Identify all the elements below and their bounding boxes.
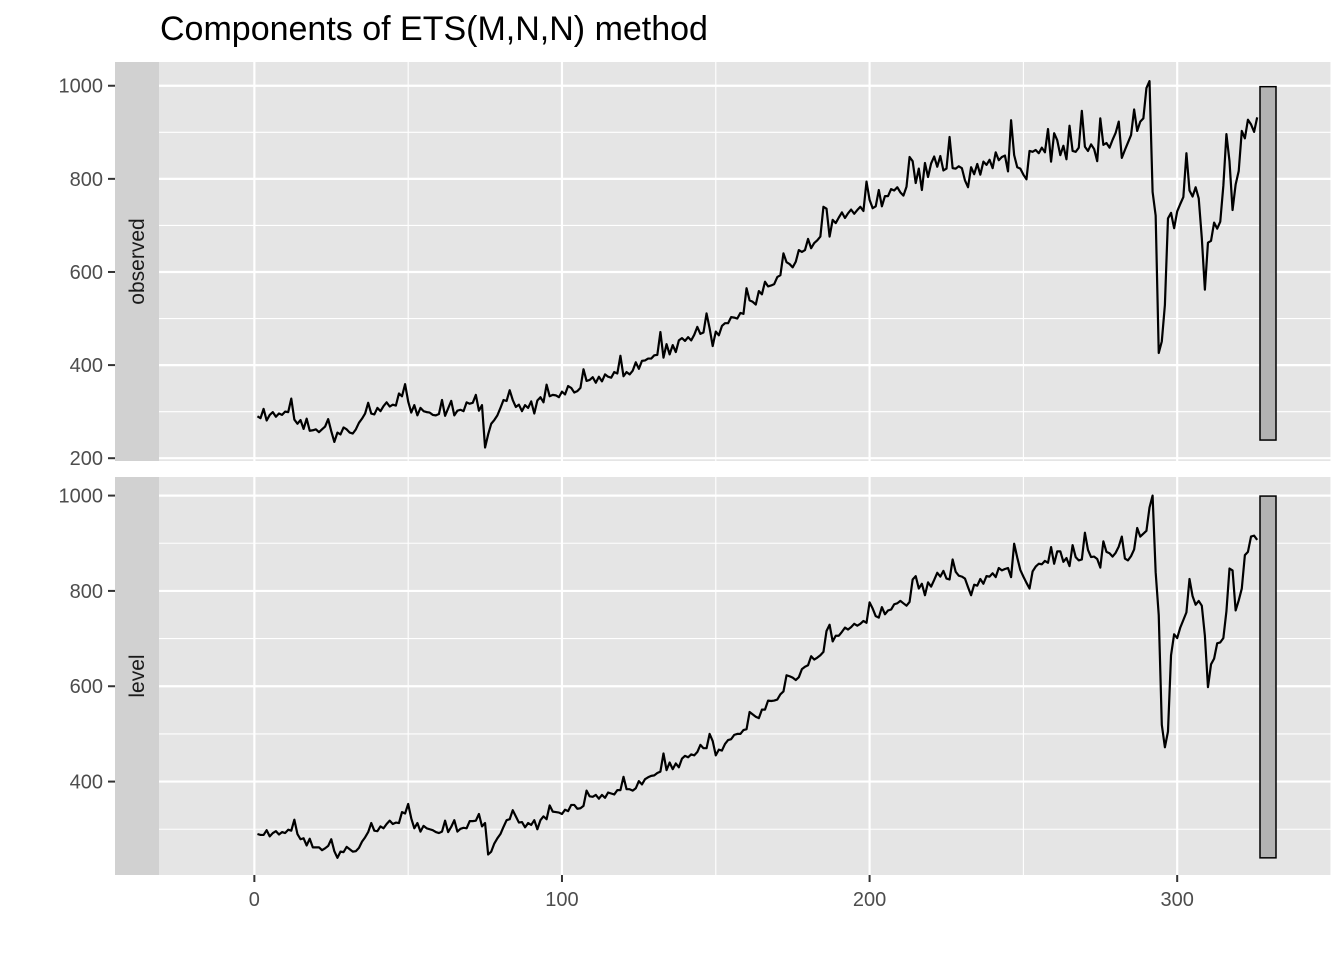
x-tick-label: 100 (545, 889, 578, 911)
panel-background (159, 62, 1331, 461)
facet-strip (115, 477, 159, 875)
y-tick-label: 400 (70, 355, 103, 377)
panel-observed: observed 200 400 600 800 1000 (59, 62, 1332, 470)
facet-strip-label: level (126, 654, 149, 697)
y-tick-label: 200 (70, 448, 103, 470)
x-axis: 0 100 200 300 (249, 875, 1194, 911)
series-line-observed (256, 79, 1259, 449)
y-tick-label: 1000 (59, 486, 104, 508)
range-bar (1259, 495, 1277, 859)
facet-strip (115, 62, 159, 461)
y-tick-label: 400 (70, 772, 103, 794)
chart-title: Components of ETS(M,N,N) method (160, 10, 708, 48)
y-tick-label: 800 (70, 581, 103, 603)
y-tick-label: 600 (70, 262, 103, 284)
series-line-level (257, 494, 1259, 859)
x-tick-label: 300 (1161, 889, 1194, 911)
y-tick-label: 600 (70, 676, 103, 698)
range-bar (1259, 85, 1277, 441)
y-tick-label: 800 (70, 169, 103, 191)
x-tick-label: 0 (249, 889, 260, 911)
x-tick-label: 200 (853, 889, 886, 911)
facet-strip-label: observed (126, 218, 149, 304)
panel-level: level 400 600 800 1000 (59, 477, 1332, 875)
y-tick-label: 1000 (59, 76, 104, 98)
facet-panels: observed 200 400 600 800 1000 level 400 600 800 10… (59, 62, 1332, 875)
